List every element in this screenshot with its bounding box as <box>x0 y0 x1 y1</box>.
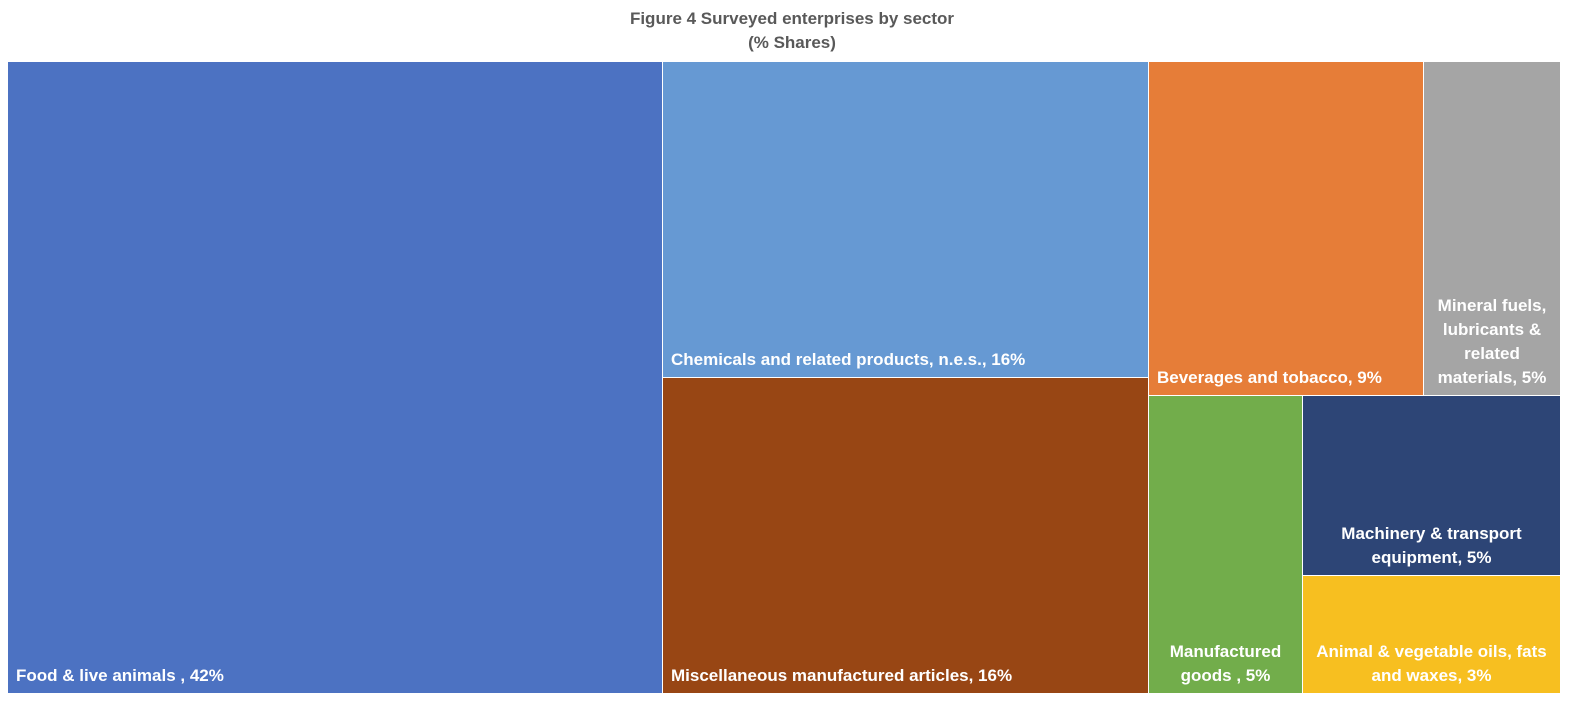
treemap-tile-beverages: Beverages and tobacco, 9% <box>1149 62 1423 395</box>
chart-title: Figure 4 Surveyed enterprises by sector <box>629 9 955 28</box>
chart-title-block: Figure 4 Surveyed enterprises by sector … <box>0 7 1584 55</box>
treemap-tile-machinery: Machinery & transport equipment, 5% <box>1303 396 1560 575</box>
treemap-label-mineral: Mineral fuels, lubricants & related materia… <box>1438 296 1547 387</box>
treemap-rect-machinery <box>1303 396 1560 575</box>
treemap-tile-misc: Miscellaneous manufactured articles, 16% <box>663 378 1148 693</box>
treemap-rect-food <box>8 62 662 693</box>
treemap-rect-oils <box>1303 576 1560 693</box>
treemap-rect-beverages <box>1149 62 1423 395</box>
treemap-label-line: Food & live animals , 42% <box>16 666 224 685</box>
treemap-label-line: Machinery & transport <box>1341 524 1522 543</box>
treemap-label-line: equipment, 5% <box>1372 548 1492 567</box>
treemap-tile-food: Food & live animals , 42% <box>8 62 662 693</box>
treemap-label-oils: Animal & vegetable oils, fats and waxes, … <box>1316 642 1547 685</box>
treemap-rect-chemicals <box>663 62 1148 377</box>
treemap-label-line: Chemicals and related products, n.e.s., … <box>671 350 1025 369</box>
treemap-tile-mineral: Mineral fuels, lubricants & related materia… <box>1424 62 1560 395</box>
treemap-label-line: lubricants & <box>1443 320 1541 339</box>
treemap-rect-misc <box>663 378 1148 693</box>
treemap-label-line: and waxes, 3% <box>1371 666 1491 685</box>
treemap-label-line: Mineral fuels, <box>1438 296 1547 315</box>
treemap-label-machinery: Machinery & transport equipment, 5% <box>1341 524 1522 567</box>
treemap-label-line: goods , 5% <box>1181 666 1271 685</box>
treemap-label-line: materials, 5% <box>1438 368 1547 387</box>
treemap-label-beverages: Beverages and tobacco, 9% <box>1157 368 1382 387</box>
treemap-label-chemicals: Chemicals and related products, n.e.s., … <box>671 350 1025 369</box>
treemap-label-line: Beverages and tobacco, 9% <box>1157 368 1382 387</box>
treemap-label-line: related <box>1464 344 1520 363</box>
treemap-label-line: Miscellaneous manufactured articles, 16% <box>671 666 1012 685</box>
treemap-tile-manufactured: Manufactured goods , 5% <box>1149 396 1302 693</box>
treemap-label-line: Manufactured <box>1170 642 1281 661</box>
treemap-label-food: Food & live animals , 42% <box>16 666 224 685</box>
treemap-tile-oils: Animal & vegetable oils, fats and waxes, … <box>1303 576 1560 693</box>
treemap-label-misc: Miscellaneous manufactured articles, 16% <box>671 666 1012 685</box>
treemap-tile-chemicals: Chemicals and related products, n.e.s., … <box>663 62 1148 377</box>
treemap-label-line: Animal & vegetable oils, fats <box>1316 642 1547 661</box>
treemap-label-manufactured: Manufactured goods , 5% <box>1170 642 1281 685</box>
treemap-rect-manufactured <box>1149 396 1302 693</box>
treemap-rect-mineral <box>1424 62 1560 395</box>
chart-subtitle: (% Shares) <box>748 33 836 52</box>
